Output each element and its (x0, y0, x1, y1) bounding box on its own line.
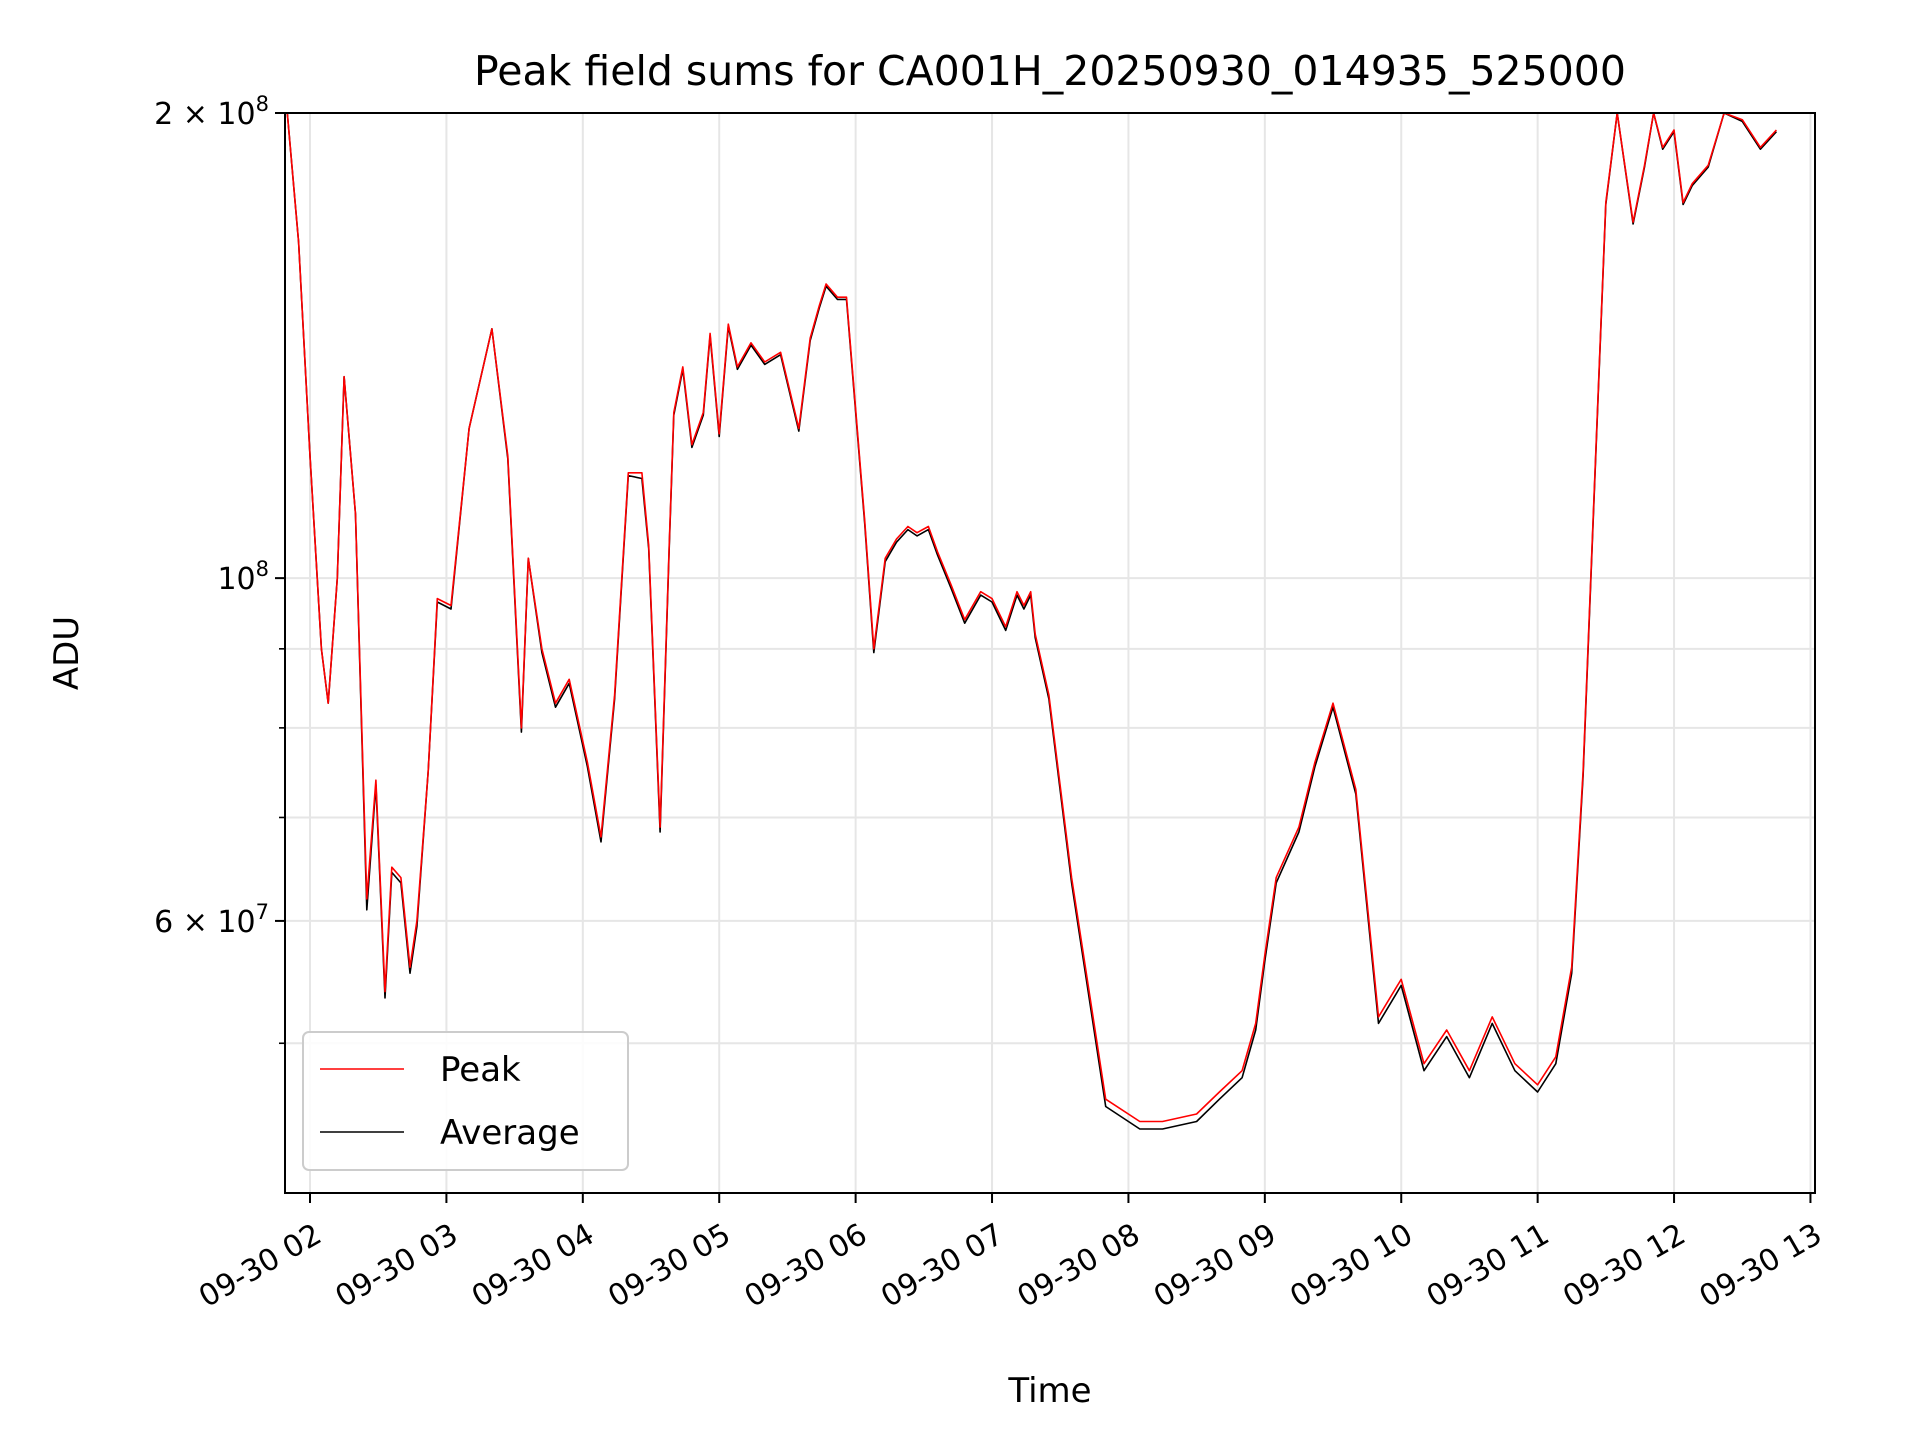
legend: Peak Average (302, 1031, 629, 1171)
plot-area-frame (284, 112, 1816, 1194)
y-tick-label: 108 (217, 557, 269, 597)
chart-title: Peak field sums for CA001H_20250930_0149… (474, 47, 1626, 95)
series-lines (286, 112, 1777, 1130)
y-axis-label: ADU (47, 616, 87, 690)
series-line-peak (286, 112, 1777, 1123)
legend-label-peak: Peak (440, 1050, 521, 1090)
y-tick-label: 2 × 108 (154, 92, 269, 132)
legend-label-average: Average (440, 1113, 580, 1153)
y-tick-label: 6 × 107 (154, 900, 269, 940)
y-axis-ticks: 6 × 107 108 2 × 108 (154, 92, 285, 1045)
legend-box (302, 1031, 629, 1171)
x-axis-label: Time (1007, 1371, 1091, 1411)
